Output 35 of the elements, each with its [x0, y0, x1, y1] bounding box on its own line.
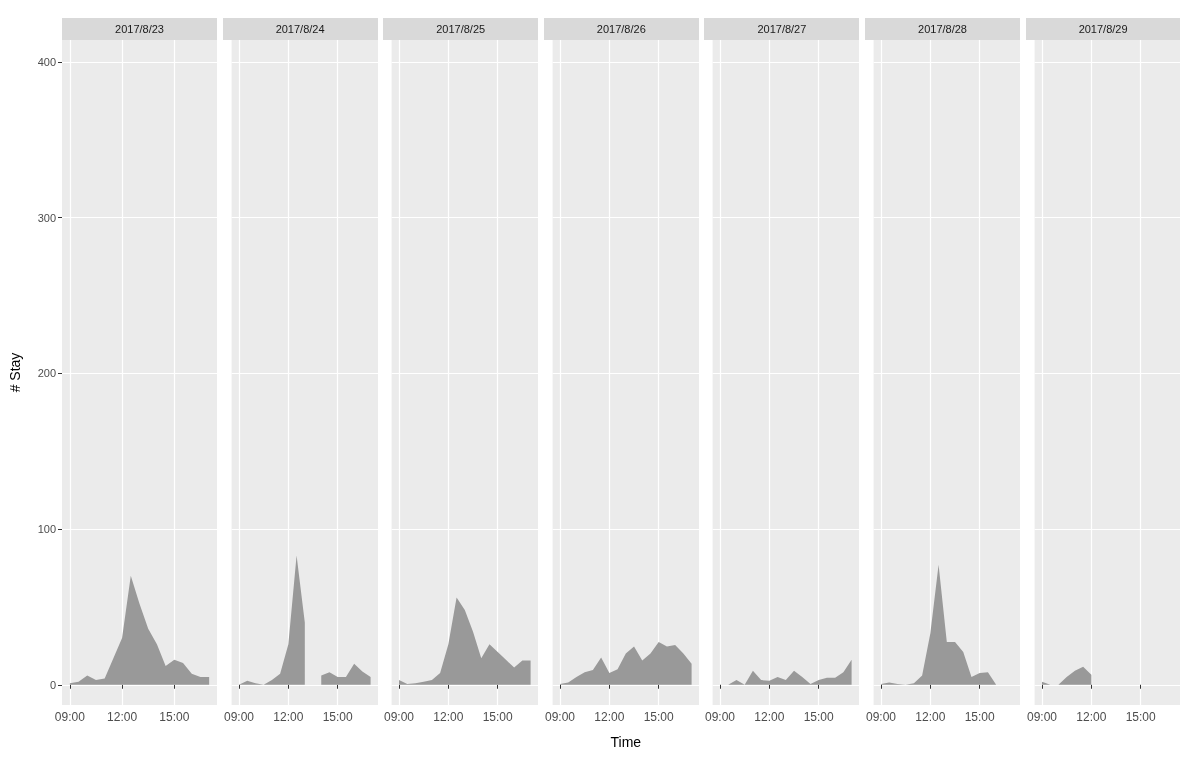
- x-tick-label: 12:00: [1075, 710, 1107, 724]
- chart-title: 2017/8/24: [222, 18, 378, 40]
- chart-title: 2017/8/28: [865, 18, 1020, 40]
- x-tick-label: 15:00: [804, 710, 835, 724]
- chart-title: 2017/8/26: [543, 18, 699, 40]
- chart-title: 2017/8/25: [383, 18, 539, 40]
- x-tick-label: 12:00: [107, 710, 138, 724]
- x-tick-label: 09:00: [705, 710, 736, 724]
- chart-title: 2017/8/29: [1025, 18, 1180, 40]
- x-axis-title: Time: [610, 734, 642, 750]
- y-tick-label: 100: [37, 523, 56, 536]
- x-tick-label: 15:00: [159, 710, 190, 724]
- chart-title: 2017/8/23: [62, 18, 217, 40]
- x-tick-label: 15:00: [482, 710, 514, 724]
- x-tick-label: 12:00: [915, 710, 946, 724]
- x-tick-label: 12:00: [272, 710, 304, 724]
- y-tick-label: 400: [37, 55, 56, 68]
- x-tick-label: 09:00: [223, 710, 254, 724]
- x-tick-label: 15:00: [322, 710, 353, 724]
- x-tick-label: 09:00: [544, 710, 576, 724]
- x-tick-label: 09:00: [866, 710, 897, 724]
- x-tick-label: 15:00: [1125, 710, 1156, 724]
- x-tick-label: 09:00: [1026, 710, 1057, 724]
- x-tick-label: 15:00: [964, 710, 996, 724]
- y-tick-label: 300: [37, 211, 56, 224]
- x-tick-label: 12:00: [433, 710, 464, 724]
- x-tick-label: 15:00: [643, 710, 674, 724]
- x-tick-label: 09:00: [384, 710, 415, 724]
- chart-title: 2017/8/27: [704, 18, 860, 40]
- x-tick-label: 12:00: [594, 710, 625, 724]
- y-tick-label: 200: [37, 367, 56, 380]
- y-axis-title: # Stay: [7, 352, 23, 393]
- y-tick-label: 0: [49, 678, 56, 691]
- x-tick-label: 09:00: [54, 710, 86, 724]
- x-tick-label: 12:00: [754, 710, 786, 724]
